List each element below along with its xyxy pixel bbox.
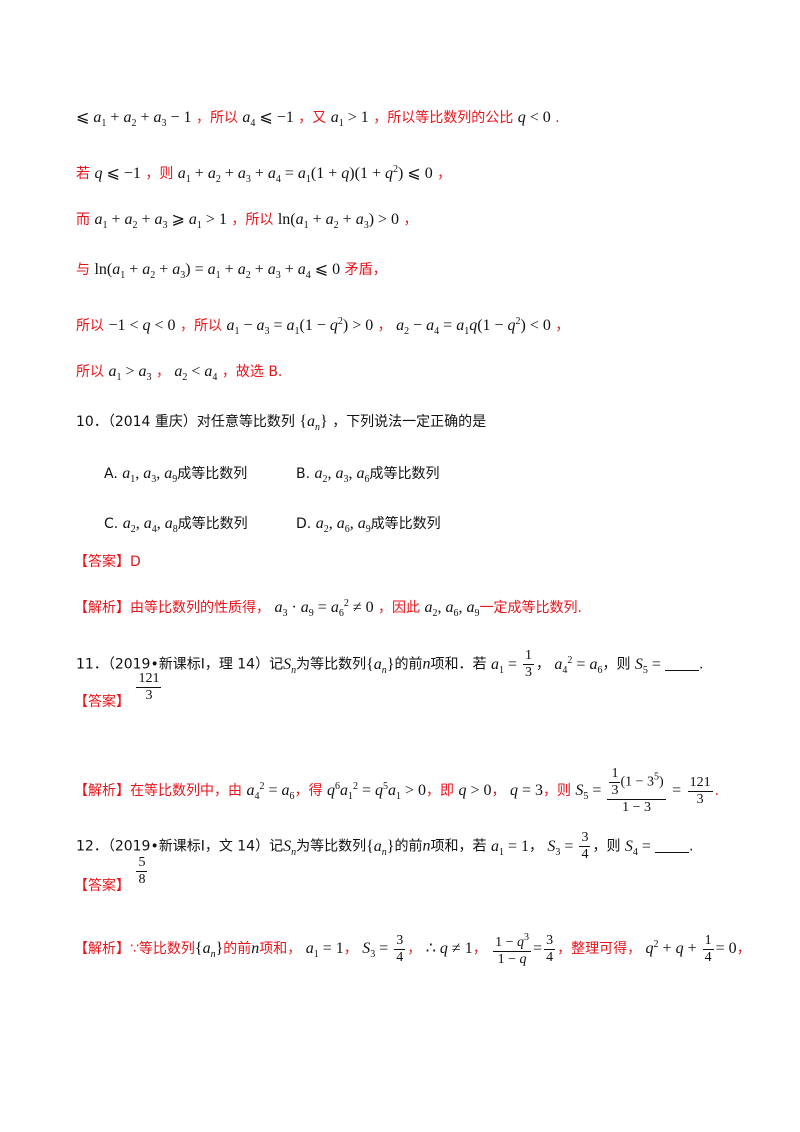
solution-line-5: 所以 −1 < q < 0 ，所以 a1 − a3 = a1(1 − q2) >… <box>76 316 570 337</box>
question-11-analysis: 【解析】在等比数列中，由 a42 = a6，得 q6a12 = q5a1 > 0… <box>74 766 720 815</box>
question-10-answer: 【答案】D <box>74 554 141 570</box>
solution-line-3: 而 a1 + a2 + a3 ⩾ a1 > 1 ，所以 ln(a1 + a2 +… <box>76 211 418 231</box>
question-12-stem: 12．（2019•新课标Ⅰ，文 14）记Sn为等比数列{an}的前n项和，若 a… <box>76 830 694 862</box>
solution-line-1: ⩽ a1 + a2 + a3 − 1 ，所以 a4 ⩽ −1 ，又 a1 > 1… <box>76 109 560 129</box>
solution-line-4: 与 ln(a1 + a2 + a3) = a1 + a2 + a3 + a4 ⩽… <box>76 261 387 281</box>
question-10-analysis: 【解析】由等比数列的性质得， a3 · a9 = a62 ≠ 0 ，因此 a2,… <box>74 598 582 619</box>
question-11-answer: 【答案】 121 3 <box>74 670 162 710</box>
question-11-stem: 11．（2019•新课标Ⅰ，理 14）记Sn为等比数列{an}的前n项和．若 a… <box>76 648 704 680</box>
solution-line-6: 所以 a1 > a3 ， a2 < a4 ，故选 B. <box>76 363 283 383</box>
text: ，所以 <box>195 110 238 126</box>
answer-blank <box>654 838 689 853</box>
option-b: B. a2, a3, a6成等比数列 <box>296 465 440 485</box>
option-a: A. a1, a3, a9成等比数列 <box>104 465 248 485</box>
option-c: C. a2, a4, a8成等比数列 <box>104 515 248 535</box>
question-10-stem: 10．（2014 重庆）对任意等比数列 {an} ，下列说法一定正确的是 <box>76 413 487 433</box>
option-d: D. a2, a6, a9成等比数列 <box>296 515 441 535</box>
question-12-analysis: 【解析】∵等比数列{an}的前n项和， a1 = 1， S3 = 3 4， ∴ q… <box>74 932 751 967</box>
answer-blank <box>664 656 699 671</box>
solution-line-2: 若 q ⩽ −1 ，则 a1 + a2 + a3 + a4 = a1(1 + q… <box>76 164 452 185</box>
